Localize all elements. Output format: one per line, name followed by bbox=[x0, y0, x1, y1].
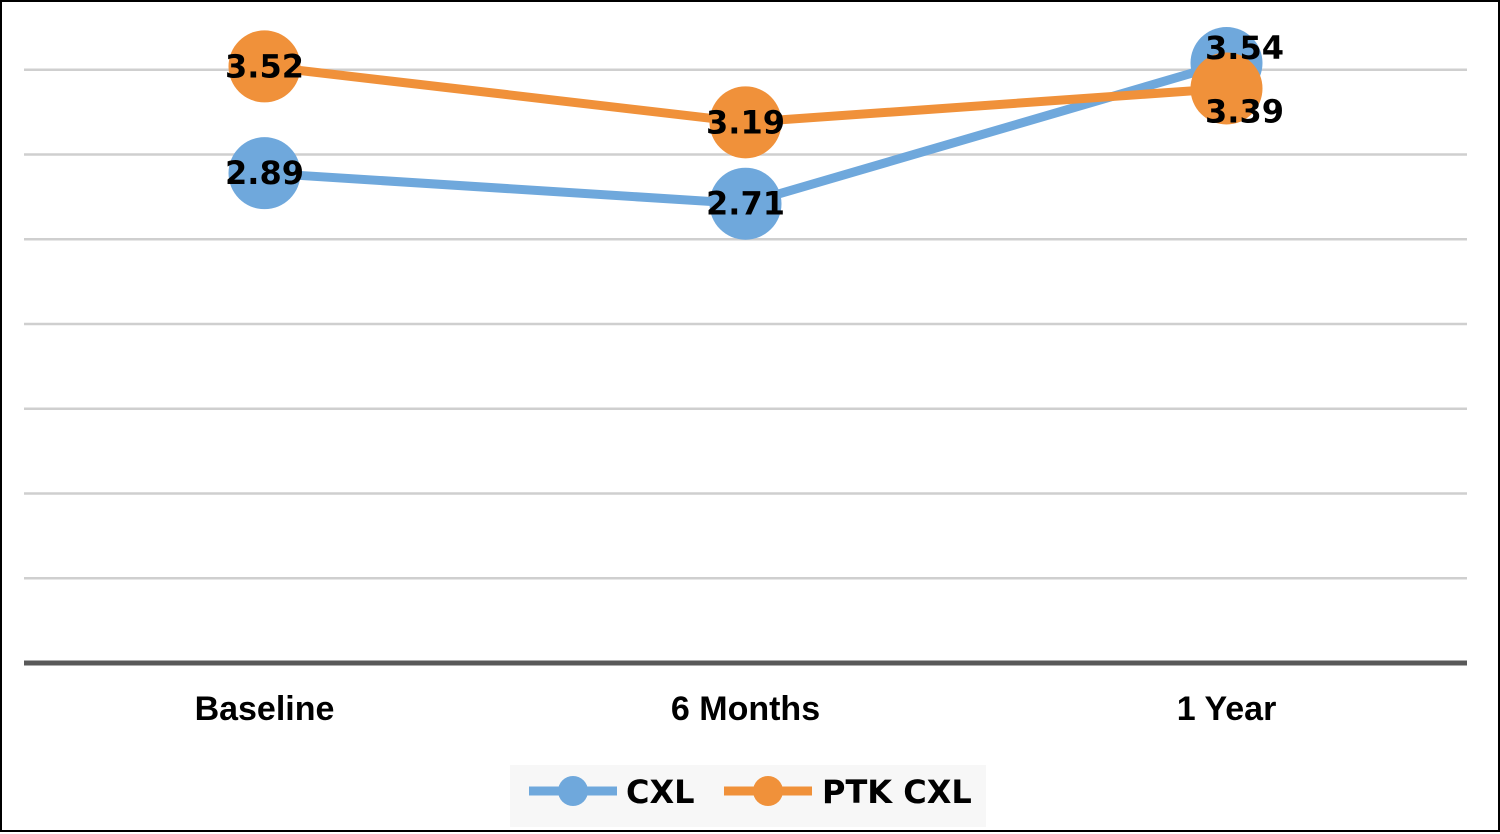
data-point bbox=[709, 86, 782, 159]
x-tick-label: 1 Year bbox=[1177, 690, 1277, 728]
x-axis: Baseline 6 Months 1 Year bbox=[24, 660, 1467, 728]
data-label: 2.89 bbox=[225, 154, 304, 192]
data-point bbox=[709, 167, 782, 240]
data-point bbox=[228, 30, 301, 103]
legend-swatch-marker bbox=[558, 776, 588, 806]
legend-label: CXL bbox=[626, 773, 695, 811]
data-labels: 2.89 2.71 3.54 3.52 3.19 3.39 bbox=[225, 29, 1284, 223]
legend-item-ptk-cxl: PTK CXL bbox=[724, 773, 972, 811]
data-label: 3.54 bbox=[1205, 29, 1284, 67]
legend-swatch-marker bbox=[753, 776, 783, 806]
data-label: 2.71 bbox=[706, 185, 785, 223]
data-label: 3.39 bbox=[1205, 92, 1284, 130]
x-tick-label: 6 Months bbox=[671, 690, 820, 728]
x-tick-label: Baseline bbox=[195, 690, 335, 728]
data-point bbox=[228, 137, 301, 210]
data-label: 3.19 bbox=[706, 103, 785, 141]
legend-box bbox=[510, 765, 986, 827]
legend: CXL PTK CXL bbox=[510, 765, 986, 827]
legend-label: PTK CXL bbox=[822, 773, 972, 811]
data-point bbox=[1190, 52, 1263, 125]
data-label: 3.52 bbox=[225, 47, 304, 85]
legend-item-cxl: CXL bbox=[529, 773, 695, 811]
series-layer bbox=[228, 27, 1263, 240]
